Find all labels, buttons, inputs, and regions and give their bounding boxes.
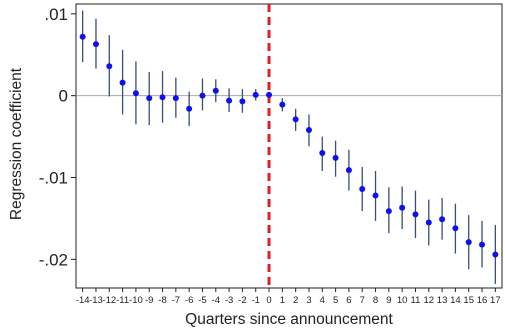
plot-border — [75, 3, 503, 289]
coefficient-points — [79, 33, 499, 258]
x-tick-label: 10 — [397, 295, 408, 306]
data-point — [452, 225, 459, 232]
data-point — [212, 87, 219, 94]
x-tick-label: 6 — [346, 295, 351, 306]
data-point — [279, 101, 286, 108]
data-point — [412, 211, 419, 218]
data-point — [479, 241, 486, 248]
y-tick-label: -.02 — [39, 250, 68, 269]
data-point — [252, 91, 259, 98]
x-tick-label: 16 — [477, 295, 488, 306]
data-point — [92, 41, 99, 48]
y-tick-label: .01 — [44, 5, 68, 24]
x-tick-label: 0 — [266, 295, 271, 306]
data-point — [439, 216, 446, 223]
x-axis-title: Quarters since announcement — [185, 311, 393, 328]
data-point — [332, 154, 339, 161]
data-point — [385, 208, 392, 215]
data-point — [119, 79, 126, 86]
y-axis-ticks: .01 0 -.01 -.02 — [39, 5, 76, 269]
x-tick-label: 7 — [360, 295, 365, 306]
x-tick-label: -8 — [158, 295, 166, 306]
plot-frame — [75, 3, 503, 289]
data-point — [146, 95, 153, 102]
x-tick-label: -5 — [198, 295, 206, 306]
data-point — [132, 90, 139, 97]
y-tick-label: -.01 — [39, 169, 68, 188]
data-point — [319, 149, 326, 156]
data-point — [239, 98, 246, 105]
y-tick-label: 0 — [59, 87, 68, 106]
data-point — [186, 105, 193, 112]
x-tick-label: 11 — [411, 295, 421, 306]
y-axis-title: Regression coefficient — [8, 67, 25, 220]
data-point — [226, 97, 233, 104]
x-tick-label: -13 — [89, 295, 103, 306]
x-tick-label: -9 — [145, 295, 153, 306]
data-point — [106, 63, 113, 70]
x-tick-label: 1 — [280, 295, 285, 306]
data-point — [372, 192, 379, 199]
x-tick-label: 17 — [490, 295, 501, 306]
x-tick-label: -2 — [238, 295, 246, 306]
x-tick-label: -10 — [129, 295, 143, 306]
data-point — [199, 92, 206, 99]
x-tick-label: 2 — [293, 295, 298, 306]
x-tick-label: -6 — [185, 295, 193, 306]
x-tick-label: -11 — [116, 295, 129, 306]
data-point — [79, 33, 86, 40]
data-point — [345, 167, 352, 174]
x-tick-label: 5 — [333, 295, 338, 306]
x-tick-label: 14 — [450, 295, 461, 306]
data-point — [172, 95, 179, 102]
data-point — [159, 94, 166, 101]
x-tick-label: 13 — [437, 295, 448, 306]
x-tick-label: 9 — [386, 295, 391, 306]
data-point — [359, 185, 366, 192]
data-point — [266, 91, 273, 98]
x-tick-label: 3 — [306, 295, 311, 306]
x-tick-label: 4 — [320, 295, 325, 306]
data-point — [305, 127, 312, 134]
x-tick-label: -7 — [172, 295, 180, 306]
x-tick-label: -3 — [225, 295, 233, 306]
x-tick-label: -1 — [251, 295, 259, 306]
x-tick-label: -4 — [212, 295, 220, 306]
x-tick-label: -12 — [102, 295, 116, 306]
x-tick-label: -14 — [76, 295, 90, 306]
x-tick-label: 15 — [463, 295, 474, 306]
x-tick-label: 8 — [373, 295, 378, 306]
data-point — [425, 219, 432, 226]
x-axis-ticks: -14 -13 -12 -11 -10 -9 -8 -7 -6 -5 -4 -3 -2 -1 0 1 2 3 4 5 6… — [76, 288, 501, 306]
x-tick-label: 12 — [423, 295, 434, 306]
data-point — [399, 204, 406, 211]
data-point — [292, 116, 299, 123]
data-point — [465, 239, 472, 246]
data-point — [492, 251, 499, 258]
